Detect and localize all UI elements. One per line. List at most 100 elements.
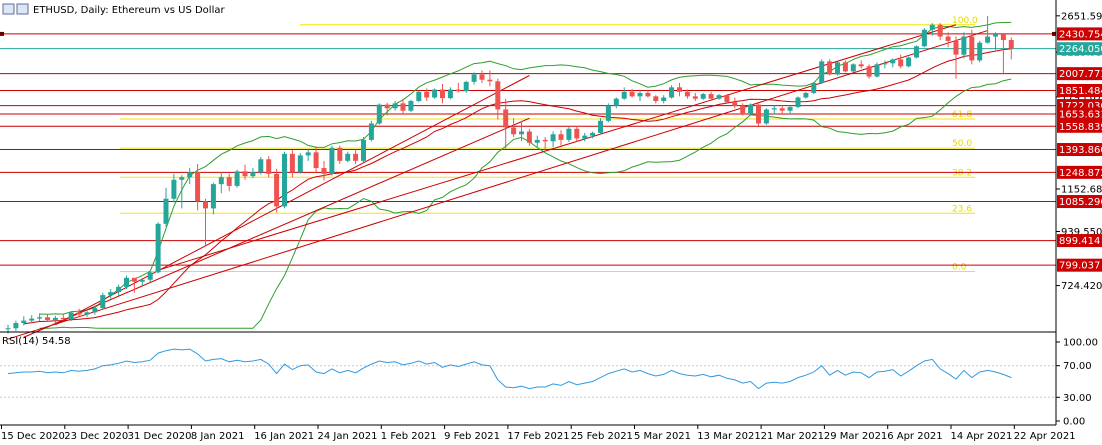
- price-tick-label: 724.420: [1061, 281, 1102, 292]
- candle-body: [874, 64, 880, 77]
- fibonacci-label: 50.0: [952, 139, 972, 149]
- candle-body: [171, 179, 177, 199]
- candle-body: [732, 102, 738, 106]
- candle-body: [139, 279, 145, 282]
- level-tag-label: 799.037: [1059, 261, 1100, 272]
- price-tick-label: 2651.590: [1061, 11, 1102, 22]
- candle-body: [993, 33, 998, 37]
- level-tag: [1057, 27, 1102, 41]
- candle-body: [661, 97, 667, 102]
- candle-body: [953, 40, 959, 55]
- candle-body: [487, 79, 493, 82]
- candle-body: [108, 292, 114, 296]
- candle-body: [226, 177, 232, 186]
- candle-body: [511, 127, 517, 135]
- level-tag: [1057, 119, 1102, 133]
- candle-body: [613, 98, 619, 106]
- candle-body: [471, 74, 477, 82]
- candle-body: [163, 198, 169, 224]
- candle-body: [637, 92, 643, 97]
- level-anchor-marker[interactable]: [1052, 31, 1056, 36]
- candle-body: [447, 89, 453, 99]
- candle-body: [692, 96, 698, 99]
- trend-line: [7, 30, 988, 340]
- candle-body: [45, 317, 50, 320]
- candle-body: [337, 147, 343, 161]
- candle-body: [392, 103, 398, 109]
- date-tick-label: 6 Apr 2021: [887, 431, 942, 442]
- candle-body: [629, 91, 635, 97]
- candle-body: [566, 128, 572, 140]
- candle-body: [842, 62, 848, 72]
- date-tick-label: 1 Feb 2021: [381, 431, 437, 442]
- date-tick-label: 9 Feb 2021: [444, 431, 500, 442]
- level-tag: [1057, 258, 1102, 272]
- candle-body: [779, 108, 785, 111]
- candle-body: [803, 92, 809, 98]
- candles: [5, 15, 1014, 334]
- level-tag-label: 1722.036: [1059, 101, 1102, 112]
- level-tag-label: 899.414: [1059, 236, 1100, 247]
- date-tick-label: 25 Feb 2021: [571, 431, 633, 442]
- candle-body: [495, 81, 501, 110]
- date-tick-label: 8 Jan 2021: [191, 431, 245, 442]
- level-anchor-marker[interactable]: [0, 31, 4, 36]
- candle-body: [700, 94, 706, 99]
- candle-body: [945, 36, 951, 41]
- level-tag-label: 2007.771: [1059, 69, 1102, 80]
- candle-body: [400, 103, 406, 111]
- candle-body: [455, 89, 461, 92]
- candle-body: [882, 63, 888, 65]
- candle-body: [345, 153, 351, 161]
- candle-body: [282, 153, 287, 207]
- candle-body: [440, 89, 445, 99]
- candle-body: [574, 128, 580, 139]
- level-tag-label: 1248.872: [1059, 168, 1102, 179]
- candle-body: [463, 81, 469, 92]
- date-tick-label: 31 Dec 2020: [128, 431, 192, 442]
- candle-body: [353, 153, 359, 161]
- candle-body: [84, 312, 90, 315]
- candle-body: [850, 64, 856, 72]
- trend-line: [23, 117, 530, 338]
- bollinger-bands: [23, 21, 1012, 329]
- candle-body: [977, 42, 983, 61]
- fibonacci-label: 0.0: [952, 263, 967, 273]
- candle-body: [250, 172, 256, 177]
- level-tag-label: 1558.839: [1059, 122, 1102, 133]
- candle-body: [116, 286, 122, 293]
- candle-body: [203, 201, 208, 209]
- candle-body: [740, 105, 746, 114]
- fibonacci-label: 23.6: [952, 204, 972, 214]
- candle-body: [937, 24, 943, 37]
- price-tick-label: 1152.680: [1061, 185, 1102, 196]
- candle-body: [218, 177, 224, 185]
- date-tick-label: 17 Feb 2021: [507, 431, 569, 442]
- candle-body: [329, 147, 335, 174]
- window-icon[interactable]: [2, 3, 15, 15]
- candle-body: [242, 171, 248, 177]
- candle-body: [835, 62, 840, 75]
- upper-band-line: [39, 21, 1012, 315]
- candle-body: [795, 97, 801, 108]
- candle-body: [677, 87, 682, 92]
- candle-body: [234, 171, 240, 186]
- candle-body: [890, 59, 896, 64]
- candle-body: [76, 312, 82, 315]
- candle-body: [906, 57, 912, 67]
- date-tick-label: 5 Mar 2021: [634, 431, 691, 442]
- candle-body: [526, 131, 532, 143]
- candle-body: [621, 91, 627, 99]
- date-tick-label: 15 Dec 2020: [1, 431, 65, 442]
- candle-body: [60, 317, 66, 320]
- candle-body: [1008, 40, 1014, 49]
- candle-body: [787, 107, 793, 111]
- current-price-tag: [1057, 42, 1102, 56]
- candle-body: [748, 104, 754, 114]
- candle-body: [479, 74, 485, 80]
- symbol-list-icon[interactable]: [16, 3, 29, 15]
- date-tick-label: 29 Mar 2021: [824, 431, 887, 442]
- candle-body: [858, 64, 864, 67]
- grid-layer: [0, 365, 1056, 398]
